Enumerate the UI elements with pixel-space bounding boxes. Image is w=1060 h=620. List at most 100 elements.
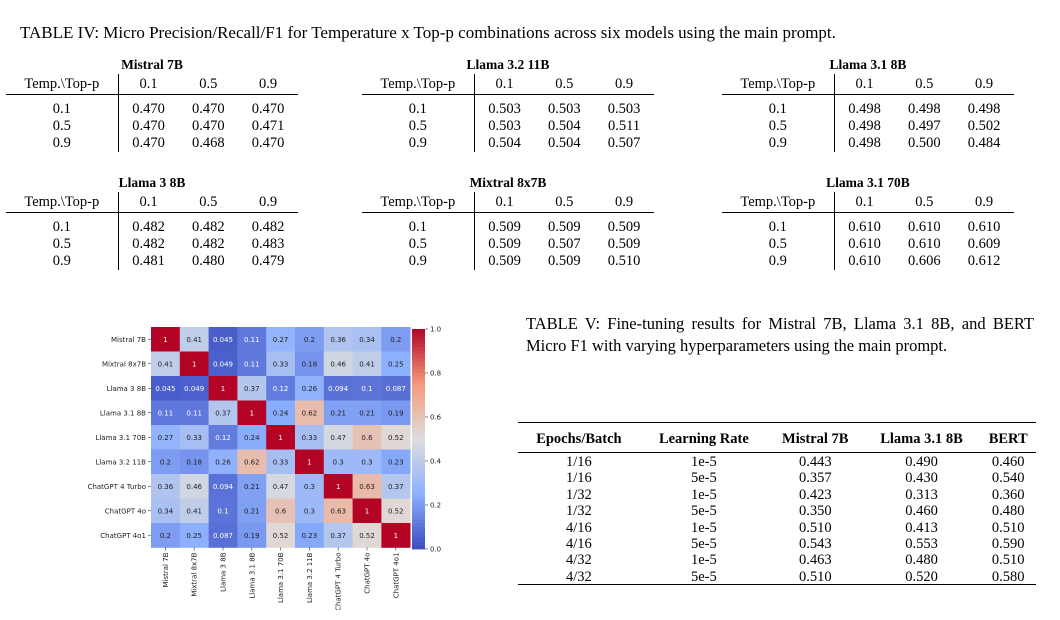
colorbar-segment <box>412 519 425 524</box>
heatmap-cell <box>266 400 296 426</box>
heatmap-value: 0.2 <box>304 336 315 344</box>
colorbar-segment <box>412 450 425 455</box>
table-cell: 0.540 <box>991 470 1025 487</box>
colorbar-segment <box>412 483 425 488</box>
heatmap-cell <box>179 327 209 352</box>
table-cell: 0.507 <box>607 135 641 151</box>
heatmap-value: 0.37 <box>215 409 231 417</box>
table-cell: 0.510 <box>991 552 1025 569</box>
colorbar-segment <box>412 446 425 451</box>
mini-table-title: Llama 3.2 11B <box>466 57 550 72</box>
heatmap-cell <box>323 425 353 450</box>
heatmap-value: 0.36 <box>158 483 174 491</box>
heatmap-value: 1 <box>250 409 254 417</box>
row-header: Temp.\Top-p <box>362 74 475 95</box>
heatmap-cell <box>352 474 382 499</box>
heatmap-value: 0.33 <box>186 434 202 442</box>
colorbar-segment <box>412 380 425 385</box>
table-row: 0.5 0.509 0.507 0.509 <box>362 236 654 253</box>
table-cell: 0.479 <box>251 253 285 269</box>
colorbar-segment <box>412 523 425 528</box>
column-header: Epochs/Batch <box>536 430 622 447</box>
table-row: 0.9 0.509 0.509 0.510 <box>362 253 654 270</box>
row-label: 0.5 <box>722 118 835 135</box>
table5-caption: TABLE V: Fine-tuning results for Mistral… <box>526 314 1034 355</box>
colorbar-segment <box>412 534 425 539</box>
heatmap-cell <box>266 327 296 352</box>
x-tick-label: Mistral 7B <box>162 552 170 587</box>
heatmap-cell <box>352 449 382 475</box>
table-row: 0.5 0.503 0.504 0.511 <box>362 118 654 135</box>
heatmap-cell <box>179 449 209 475</box>
x-tick-label: Llama 3.1 8B <box>248 552 256 598</box>
table-cell: 0.470 <box>132 135 165 151</box>
heatmap-cell <box>381 376 411 401</box>
heatmap-value: 0.3 <box>304 483 315 491</box>
heatmap-value: 0.27 <box>273 336 289 344</box>
row-label: 0.9 <box>6 253 119 270</box>
heatmap-value: 1 <box>365 507 369 515</box>
y-tick-label: ChatGPT 4 Turbo <box>88 483 146 491</box>
heatmap-value: 0.3 <box>361 458 372 466</box>
table-cell: 0.430 <box>905 470 938 487</box>
heatmap-cell <box>266 376 296 401</box>
table-row: 1/16 1e-5 0.443 0.490 0.460 <box>518 454 1036 470</box>
colorbar-segment <box>412 530 425 535</box>
heatmap-value: 0.19 <box>244 532 260 540</box>
heatmap-cell <box>295 449 325 475</box>
heatmap-value: 1 <box>394 532 398 540</box>
colorbar-segment <box>412 329 425 334</box>
colorbar-segment <box>412 501 425 506</box>
row-header: Temp.\Top-p <box>6 192 119 213</box>
heatmap-cell <box>151 498 181 524</box>
heatmap-cell <box>323 351 353 377</box>
heatmap-value: 0.25 <box>186 532 202 540</box>
heatmap-value: 0.3 <box>304 507 315 515</box>
table-row: 0.9 0.610 0.606 0.612 <box>722 253 1014 270</box>
table-cell: 0.481 <box>132 253 165 269</box>
heatmap-value: 0.049 <box>184 385 204 393</box>
column-header: Learning Rate <box>658 430 749 447</box>
table-cell: 0.498 <box>908 101 941 117</box>
table-row: 0.1 0.610 0.610 0.610 <box>722 219 1014 236</box>
correlation-heatmap: 1 0.41 0.045 0.11 0.27 0.2 0.36 0.34 0.20.41 1 0.0… <box>88 326 442 611</box>
colorbar-segment <box>412 417 425 422</box>
row-label: 0.1 <box>362 219 475 236</box>
table-cell: 0.471 <box>251 118 285 134</box>
heatmap-value: 0.11 <box>186 409 202 417</box>
table-cell: 0.483 <box>251 236 285 252</box>
colorbar-tick-label: 0.4 <box>430 458 442 466</box>
heatmap-cell <box>237 351 267 377</box>
table-cell: 4/32 <box>566 568 592 585</box>
table-cell: 0.500 <box>908 135 941 151</box>
x-tick-label: ChatGPT 4 Turbo <box>335 553 343 611</box>
heatmap-value: 0.62 <box>244 458 260 466</box>
heatmap-value: 0.23 <box>388 458 404 466</box>
heatmap-value: 0.63 <box>330 507 346 515</box>
col-header: 0.5 <box>199 76 218 92</box>
col-header: 0.1 <box>855 76 874 92</box>
table-cell: 0.503 <box>607 101 641 117</box>
colorbar-segment <box>412 508 425 513</box>
col-header: 0.1 <box>495 76 514 92</box>
table4-caption: TABLE IV: Micro Precision/Recall/F1 for … <box>20 23 836 42</box>
table-cell: 0.482 <box>251 219 285 235</box>
heatmap-cell <box>237 400 267 426</box>
table-cell: 0.509 <box>488 219 521 235</box>
heatmap-value: 0.12 <box>273 385 289 393</box>
col-header: 0.5 <box>199 194 218 210</box>
heatmap-cell <box>295 327 325 352</box>
heatmap-value: 0.045 <box>213 336 233 344</box>
row-label: 0.9 <box>6 135 119 152</box>
table-cell: 0.509 <box>488 236 521 252</box>
table-cell: 0.543 <box>798 536 832 553</box>
heatmap-cell <box>266 474 296 499</box>
table-cell: 1e-5 <box>690 454 717 470</box>
table-cell: 0.482 <box>192 219 225 235</box>
row-label: 0.5 <box>362 118 475 135</box>
heatmap-cell <box>237 474 267 499</box>
heatmap-value: 0.26 <box>215 458 231 466</box>
y-tick-label: ChatGPT 4o <box>105 507 146 515</box>
heatmap-cell <box>295 425 325 450</box>
table-cell: 0.503 <box>488 118 521 134</box>
